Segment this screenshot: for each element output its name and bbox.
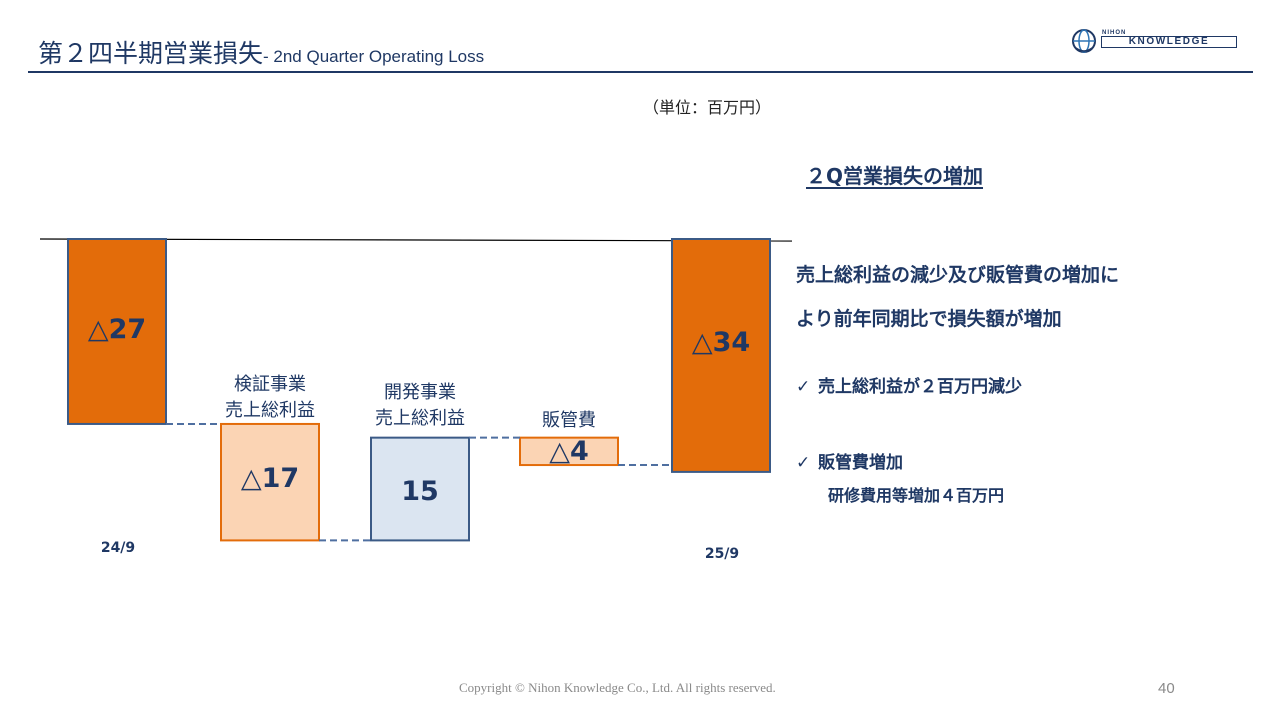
bar <box>519 436 619 467</box>
data-label: △4 <box>549 436 589 467</box>
commentary-headline: ２Q営業損失の増加 <box>806 164 984 188</box>
check-icon: ✓ <box>796 377 811 397</box>
check-icon: ✓ <box>796 453 811 473</box>
title-english: - 2nd Quarter Operating Loss <box>263 47 485 66</box>
title-divider <box>28 71 1253 73</box>
category-label: 売上総利益 <box>375 408 465 429</box>
category-label: 売上総利益 <box>225 400 315 421</box>
bullet-item: ✓ 販管費増加 <box>796 448 903 473</box>
data-label: 15 <box>401 476 439 507</box>
bullet-text: 販管費増加 <box>818 453 903 473</box>
category-label: 開発事業 <box>384 382 456 403</box>
page-number: 40 <box>1158 680 1175 697</box>
category-label: 検証事業 <box>234 374 306 395</box>
bar <box>671 238 771 473</box>
data-label: △34 <box>692 327 750 358</box>
category-label: 25/9 <box>705 546 739 562</box>
globe-icon <box>1072 29 1096 53</box>
category-label: 24/9 <box>101 540 135 556</box>
bullet-item: ✓ 売上総利益が２百万円減少 <box>796 372 1022 397</box>
bar <box>370 436 470 542</box>
logo-main-text: KNOWLEDGE <box>1101 36 1237 48</box>
copyright-text: Copyright © Nihon Knowledge Co., Ltd. Al… <box>459 680 776 695</box>
page-title: 第２四半期営業損失- 2nd Quarter Operating Loss <box>38 34 484 70</box>
data-label: △27 <box>88 314 146 345</box>
data-label: △17 <box>241 463 299 494</box>
logo-small-text: NIHON <box>1102 30 1127 36</box>
title-japanese: 第２四半期営業損失 <box>38 39 264 68</box>
bullet-subtext: 研修費用等増加４百万円 <box>828 486 1005 505</box>
commentary-line: より前年同期比で損失額が増加 <box>796 308 1062 330</box>
category-label: 販管費 <box>542 410 596 431</box>
unit-label: （単位：百万円） <box>643 98 772 117</box>
bar <box>220 422 320 542</box>
bullet-text: 売上総利益が２百万円減少 <box>818 377 1022 397</box>
company-logo: NIHON KNOWLEDGE <box>1068 28 1240 60</box>
bar <box>67 238 167 425</box>
commentary-line: 売上総利益の減少及び販管費の増加に <box>796 264 1120 286</box>
